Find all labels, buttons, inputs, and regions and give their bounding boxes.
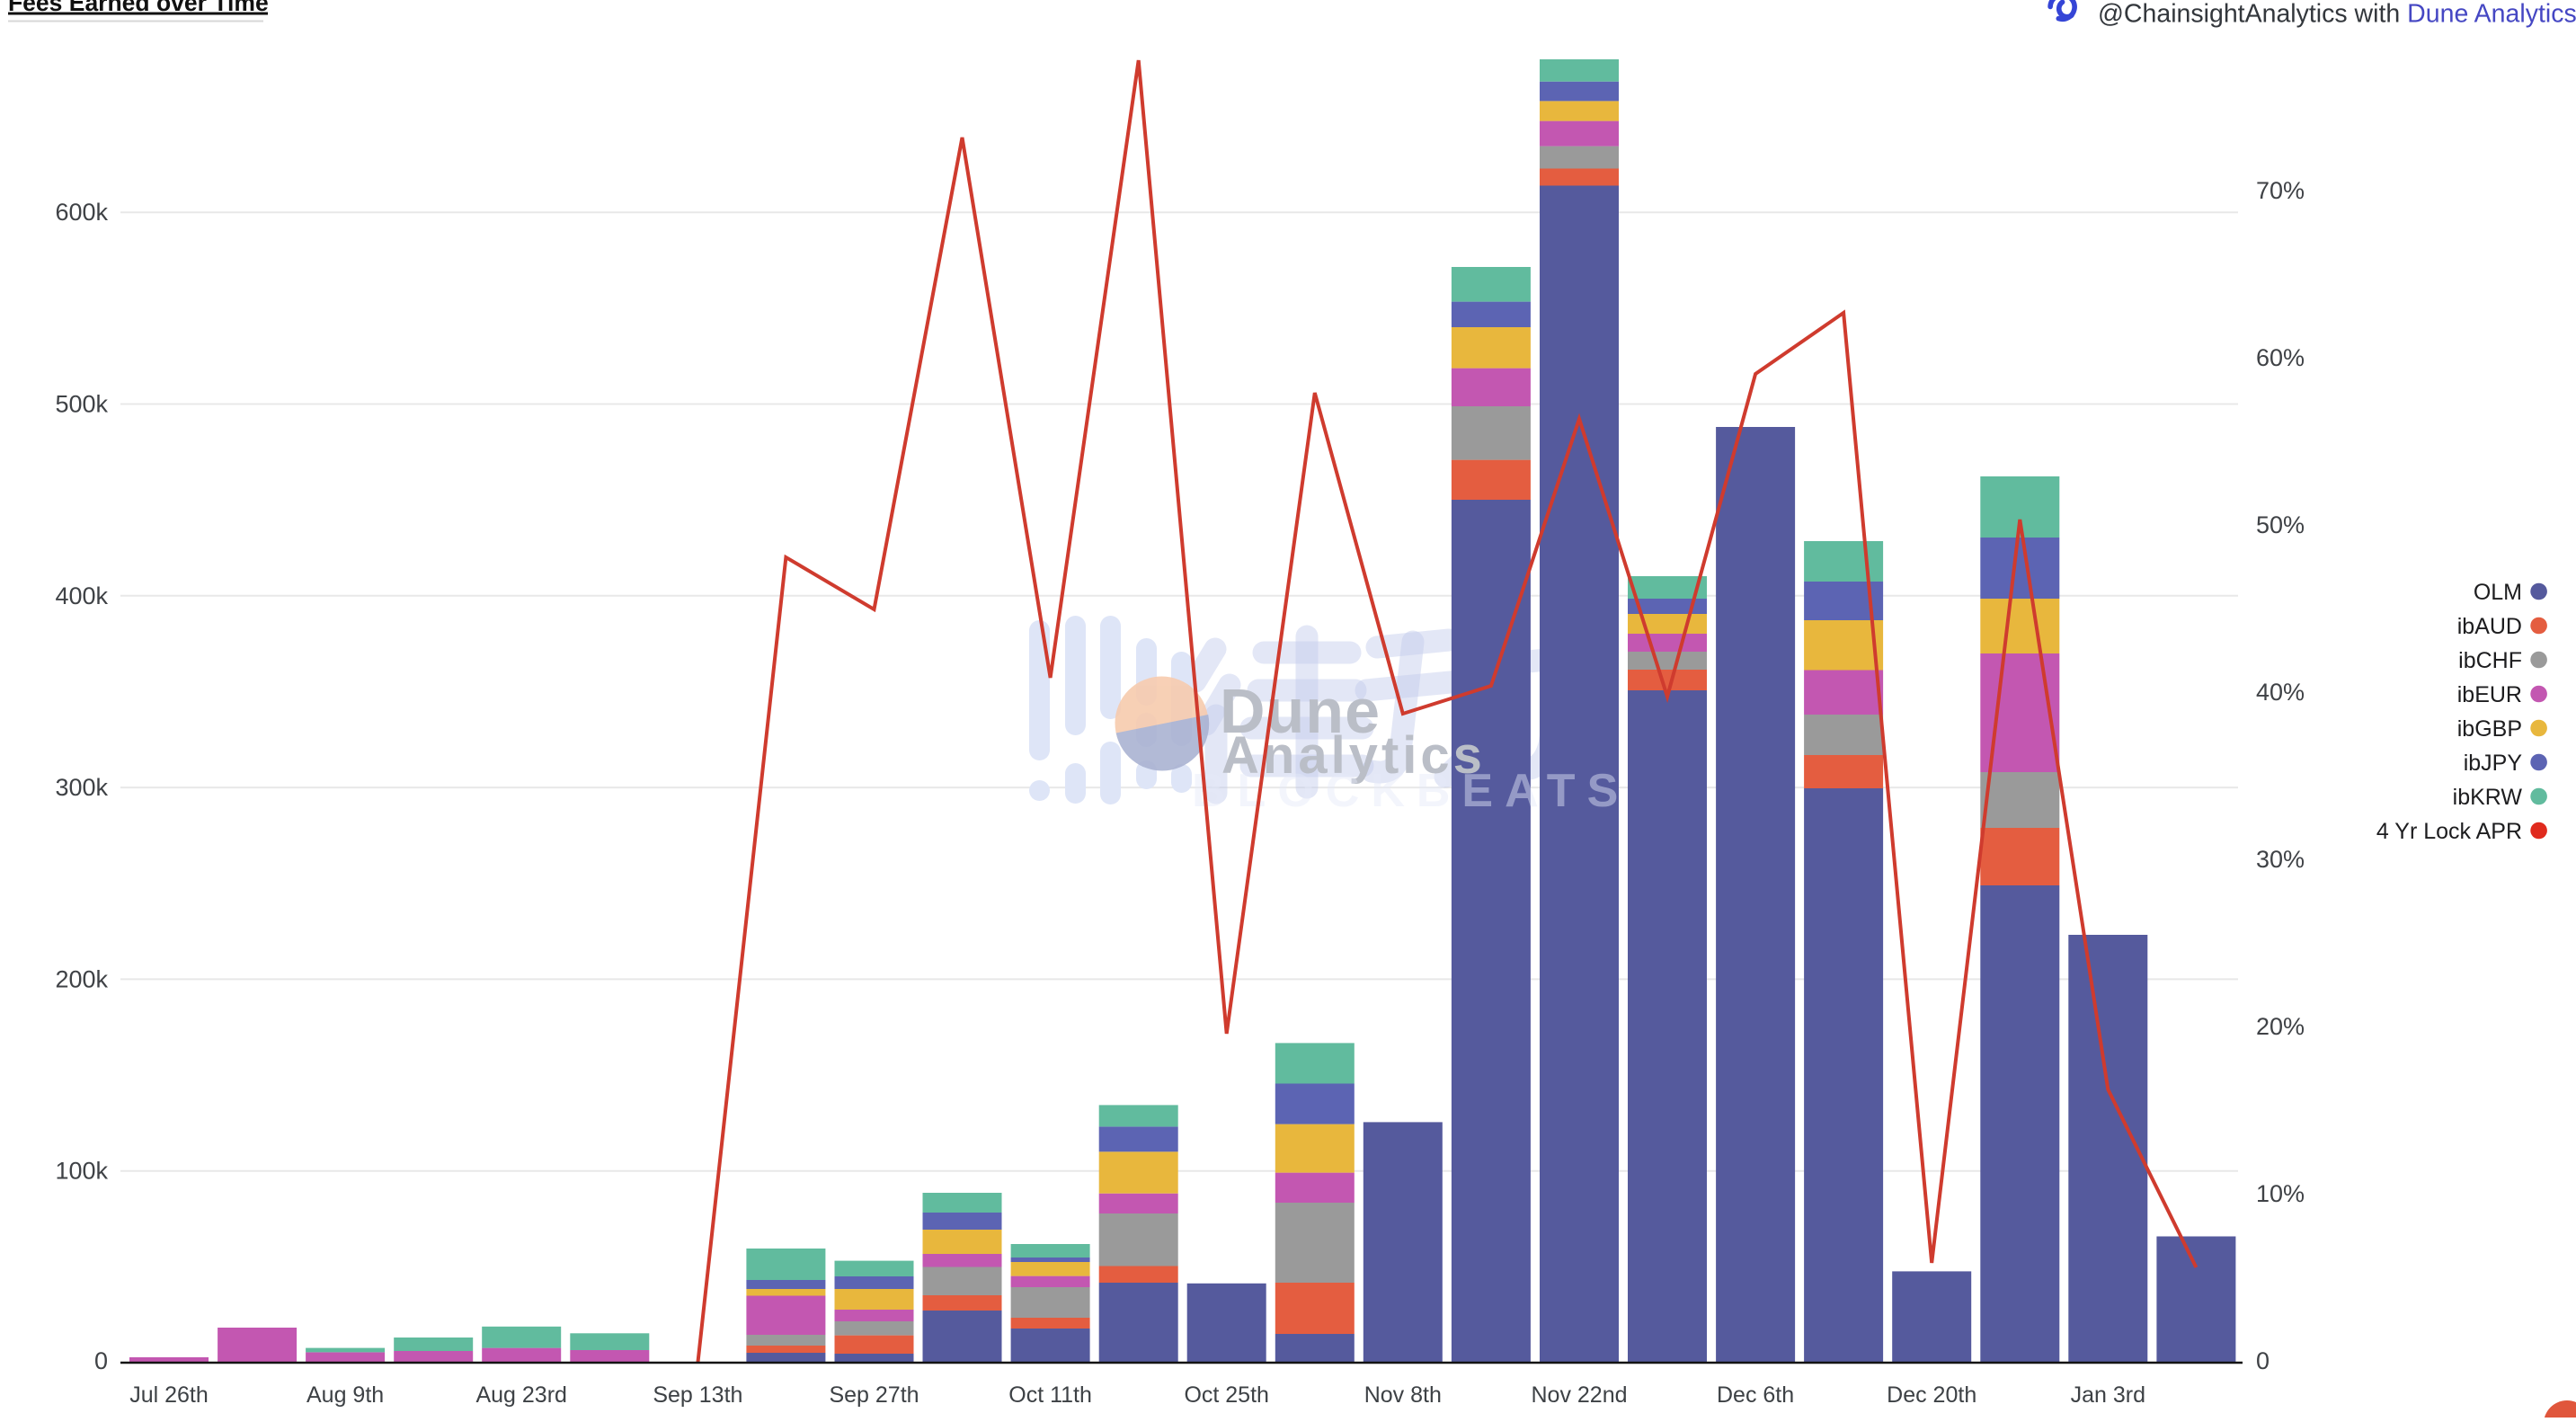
svg-text:Oct 25th: Oct 25th: [1184, 1382, 1269, 1408]
svg-text:Dune: Dune: [1220, 676, 1381, 746]
svg-text:Nov 8th: Nov 8th: [1364, 1382, 1442, 1408]
svg-text:ibKRW: ibKRW: [2453, 785, 2523, 810]
svg-text:300k: 300k: [55, 774, 108, 801]
svg-text:Dec 20th: Dec 20th: [1887, 1382, 1976, 1408]
svg-text:50%: 50%: [2256, 511, 2305, 538]
svg-text:0: 0: [2256, 1347, 2270, 1374]
svg-text:Jul 26th: Jul 26th: [129, 1382, 209, 1408]
svg-text:OLM: OLM: [2474, 580, 2522, 605]
svg-text:Aug 23rd: Aug 23rd: [475, 1382, 566, 1408]
svg-text:600k: 600k: [55, 199, 108, 226]
svg-text:10%: 10%: [2256, 1180, 2305, 1207]
svg-text:200k: 200k: [55, 965, 108, 992]
svg-text:60%: 60%: [2256, 344, 2305, 371]
svg-text:Sep 13th: Sep 13th: [653, 1382, 742, 1408]
svg-text:20%: 20%: [2256, 1013, 2305, 1040]
svg-text:500k: 500k: [55, 391, 108, 418]
svg-text:Oct 11th: Oct 11th: [1008, 1382, 1092, 1408]
svg-text:40%: 40%: [2256, 679, 2305, 706]
svg-text:100k: 100k: [55, 1158, 108, 1185]
svg-text:4 Yr Lock APR: 4 Yr Lock APR: [2376, 819, 2522, 844]
svg-text:ibJPY: ibJPY: [2464, 751, 2523, 776]
svg-text:Jan 3rd: Jan 3rd: [2071, 1382, 2145, 1408]
svg-text:70%: 70%: [2256, 177, 2305, 204]
svg-text:Aug 9th: Aug 9th: [306, 1382, 384, 1408]
svg-text:ibEUR: ibEUR: [2457, 682, 2522, 707]
svg-text:Dec 6th: Dec 6th: [1717, 1382, 1794, 1408]
svg-text:ibAUD: ibAUD: [2457, 614, 2522, 639]
svg-text:400k: 400k: [55, 582, 108, 609]
svg-text:30%: 30%: [2256, 846, 2305, 873]
svg-text:Sep 27th: Sep 27th: [829, 1382, 919, 1408]
svg-text:Nov 22nd: Nov 22nd: [1531, 1382, 1627, 1408]
svg-text:@ChainsightAnalytics with Dune: @ChainsightAnalytics with Dune Analytics: [2098, 0, 2576, 29]
svg-text:ibCHF: ibCHF: [2458, 648, 2522, 673]
svg-text:ibGBP: ibGBP: [2457, 716, 2522, 742]
svg-text:0: 0: [94, 1347, 108, 1374]
